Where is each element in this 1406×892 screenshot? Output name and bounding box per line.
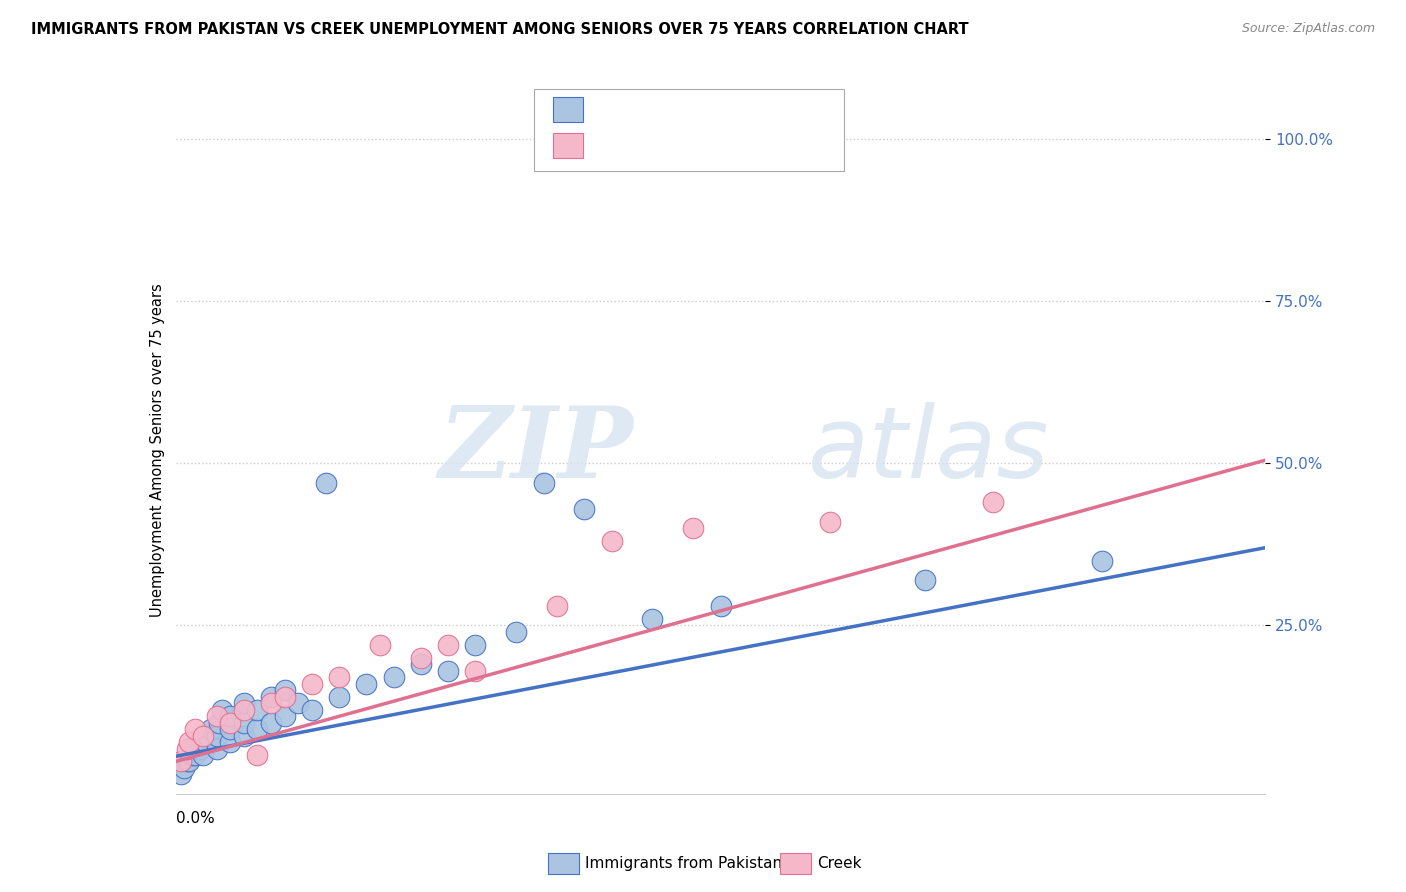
Point xyxy=(914,573,936,587)
Point xyxy=(191,729,214,743)
Point xyxy=(301,703,323,717)
Point xyxy=(464,664,486,678)
Text: Immigrants from Pakistan: Immigrants from Pakistan xyxy=(585,856,782,871)
Point xyxy=(246,722,269,736)
Point xyxy=(274,690,297,704)
Point xyxy=(211,703,233,717)
Point xyxy=(533,475,555,490)
Point xyxy=(176,755,198,769)
Text: Creek: Creek xyxy=(817,856,862,871)
Point xyxy=(219,735,242,749)
Point xyxy=(205,709,228,723)
Point xyxy=(1091,553,1114,567)
Point xyxy=(287,696,309,710)
Point xyxy=(368,638,391,652)
Point xyxy=(710,599,733,613)
Point xyxy=(246,747,269,762)
Text: N =: N = xyxy=(693,136,730,154)
Point xyxy=(818,515,841,529)
Point xyxy=(356,677,378,691)
Point xyxy=(219,715,242,730)
Point xyxy=(409,650,432,665)
Text: Source: ZipAtlas.com: Source: ZipAtlas.com xyxy=(1241,22,1375,36)
Text: atlas: atlas xyxy=(807,402,1049,499)
Point xyxy=(191,747,214,762)
Point xyxy=(170,755,193,769)
Point xyxy=(186,741,209,756)
Y-axis label: Unemployment Among Seniors over 75 years: Unemployment Among Seniors over 75 years xyxy=(149,284,165,617)
Point xyxy=(437,638,460,652)
Point xyxy=(208,715,231,730)
Point xyxy=(260,690,283,704)
Point xyxy=(205,729,228,743)
Point xyxy=(505,624,527,639)
Point xyxy=(179,755,201,769)
Point xyxy=(274,709,297,723)
Point xyxy=(232,696,254,710)
Point xyxy=(682,521,704,535)
Point xyxy=(315,475,337,490)
Text: ZIP: ZIP xyxy=(439,402,633,499)
Point xyxy=(205,741,228,756)
Point xyxy=(328,690,350,704)
Point xyxy=(464,638,486,652)
Point xyxy=(274,683,297,698)
Text: 45: 45 xyxy=(735,101,761,119)
Text: IMMIGRANTS FROM PAKISTAN VS CREEK UNEMPLOYMENT AMONG SENIORS OVER 75 YEARS CORRE: IMMIGRANTS FROM PAKISTAN VS CREEK UNEMPL… xyxy=(31,22,969,37)
Point xyxy=(181,747,204,762)
Point xyxy=(219,722,242,736)
Text: 22: 22 xyxy=(735,136,761,154)
Point xyxy=(574,501,596,516)
Text: 0.315: 0.315 xyxy=(628,136,685,154)
Text: 0.498: 0.498 xyxy=(628,101,686,119)
Point xyxy=(170,767,193,781)
Point xyxy=(641,612,664,626)
Point xyxy=(184,722,207,736)
Point xyxy=(184,747,207,762)
Point xyxy=(194,735,217,749)
Point xyxy=(197,729,219,743)
Point xyxy=(173,761,195,775)
Text: R =: R = xyxy=(589,101,626,119)
Point xyxy=(437,664,460,678)
Point xyxy=(382,670,405,684)
Point xyxy=(179,735,201,749)
Point xyxy=(232,703,254,717)
Point xyxy=(328,670,350,684)
Point xyxy=(981,495,1004,509)
Point xyxy=(260,696,283,710)
Point xyxy=(409,657,432,672)
Point xyxy=(260,715,283,730)
Point xyxy=(232,715,254,730)
Text: N =: N = xyxy=(693,101,730,119)
Point xyxy=(200,722,222,736)
Point xyxy=(188,741,211,756)
Point xyxy=(546,599,568,613)
Text: R =: R = xyxy=(589,136,626,154)
Point xyxy=(191,735,214,749)
Point xyxy=(246,703,269,717)
Point xyxy=(600,534,623,549)
Text: 0.0%: 0.0% xyxy=(176,811,215,826)
Point xyxy=(232,729,254,743)
Point xyxy=(301,677,323,691)
Point xyxy=(219,709,242,723)
Point xyxy=(176,741,198,756)
